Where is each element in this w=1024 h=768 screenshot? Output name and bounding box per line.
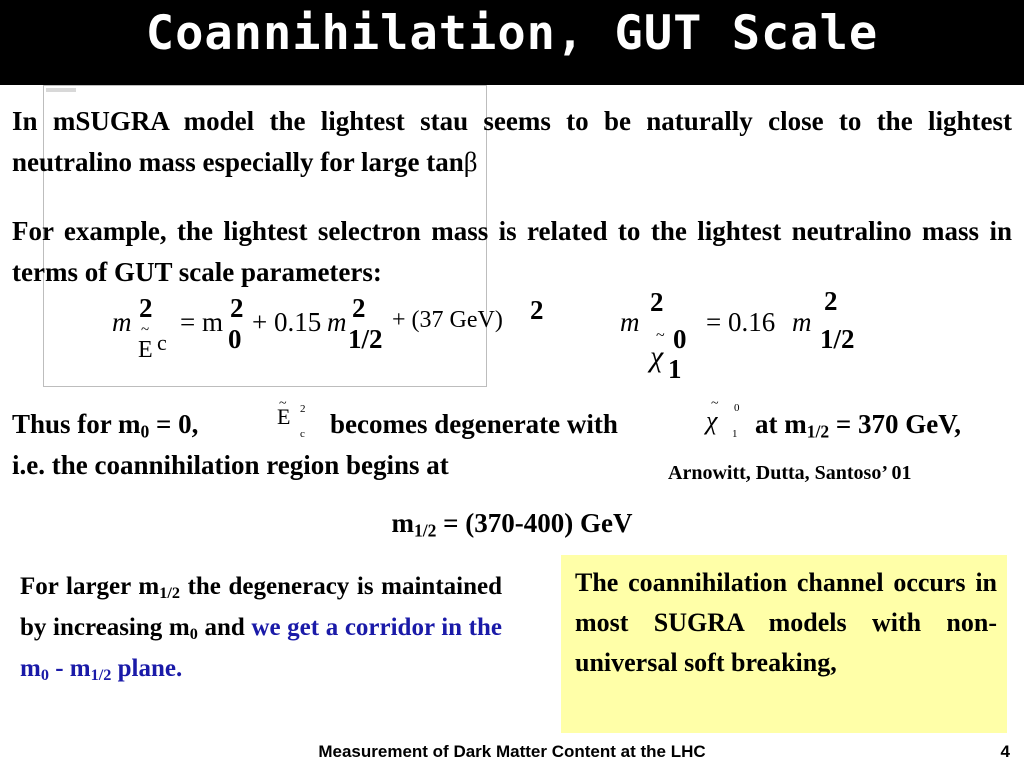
corridor-paragraph: For larger m1/2 the degeneracy is mainta… bbox=[20, 566, 502, 689]
inline-selectron-tilde: ~ bbox=[279, 396, 287, 411]
eq1-selectron-symbol: E bbox=[138, 337, 153, 363]
placeholder-marker bbox=[46, 88, 76, 92]
corridor-sub-2: 0 bbox=[189, 625, 198, 644]
eq2-coefficient: = 0.16 bbox=[706, 307, 776, 337]
eq1-equals-m: = m bbox=[180, 307, 223, 337]
inline-chi-sub: 1 bbox=[732, 428, 738, 440]
eq1-exponent-4: 2 bbox=[530, 295, 544, 325]
range-value: = (370-400) GeV bbox=[436, 508, 633, 538]
inline-selectron-sup: 2 bbox=[300, 403, 306, 415]
eq1-exponent-2: 2 bbox=[230, 293, 244, 323]
corridor-sub-3: 0 bbox=[40, 666, 49, 685]
title-bar bbox=[0, 0, 1024, 85]
page-number: 4 bbox=[1000, 742, 1010, 761]
thus-text-2: = 0, bbox=[149, 409, 199, 439]
eq2-sup-0: 0 bbox=[673, 324, 687, 354]
eq1-sub-c: c bbox=[157, 330, 167, 355]
inline-chi-sup: 0 bbox=[734, 402, 740, 414]
thus-text-1: Thus for m bbox=[12, 409, 141, 439]
corridor-text-2: the degeneracy is maintained by increasi… bbox=[20, 573, 502, 641]
slide-title: Coannihilation, GUT Scale bbox=[145, 6, 879, 61]
thus-text-4: at m bbox=[755, 409, 807, 439]
range-sub-half: 1/2 bbox=[414, 520, 437, 541]
eq1-exponent: 2 bbox=[139, 293, 153, 323]
inline-selectron-symbol: E bbox=[277, 404, 291, 429]
thus-sub-half: 1/2 bbox=[806, 421, 830, 442]
eq2-tilde: ~ bbox=[656, 327, 665, 344]
eq1-constant: + (37 GeV) bbox=[392, 307, 503, 333]
eq2-chi-symbol: χ bbox=[650, 340, 664, 373]
corridor-sub-4: 1/2 bbox=[90, 666, 112, 685]
eq2-sub-1: 1 bbox=[668, 354, 682, 384]
eq2-sub-half: 1/2 bbox=[820, 324, 855, 354]
eq1-m-half: m bbox=[327, 307, 347, 337]
thus-part-4: at m1/2 = 370 GeV, bbox=[755, 404, 961, 445]
slide-footer: Measurement of Dark Matter Content at th… bbox=[318, 742, 706, 761]
thus-text-5: = 370 GeV, bbox=[829, 409, 962, 439]
beta-symbol: β bbox=[463, 147, 478, 177]
thus-text-3: becomes degenerate with bbox=[330, 409, 618, 439]
eq1-exponent-3: 2 bbox=[352, 293, 366, 323]
eq1-coefficient: + 0.15 bbox=[252, 307, 322, 337]
inline-selectron-sub: c bbox=[300, 428, 305, 440]
eq1-tilde: ~ bbox=[141, 322, 150, 338]
inline-chi-tilde: ~ bbox=[711, 396, 719, 411]
corridor-emphasis-1: we get a corridor in the m bbox=[20, 614, 503, 682]
thus-sub-0: 0 bbox=[140, 421, 150, 442]
citation: Arnowitt, Dutta, Santoso’ 01 bbox=[668, 462, 912, 484]
corridor-sub-1: 1/2 bbox=[159, 584, 180, 603]
eq1-m: m bbox=[112, 307, 132, 337]
eq1-sub-half: 1/2 bbox=[348, 324, 383, 354]
inline-chi-symbol: χ bbox=[706, 406, 718, 435]
corridor-text-3: and bbox=[197, 614, 252, 641]
eq2-exponent-2: 2 bbox=[824, 286, 838, 316]
thus-part-1: Thus for m0 = 0, bbox=[12, 404, 198, 445]
mass-range: m1/2 = (370-400) GeV bbox=[0, 508, 1024, 539]
ie-line: i.e. the coannihilation region begins at bbox=[12, 450, 449, 480]
corridor-emphasis-3: plane. bbox=[111, 655, 183, 682]
placeholder-frame bbox=[43, 85, 487, 387]
highlight-box bbox=[561, 555, 1007, 733]
paragraph-intro-text: In mSUGRA model the lightest stau seems … bbox=[12, 106, 1012, 177]
corridor-emphasis-2: - m bbox=[48, 655, 91, 682]
paragraph-example: For example, the lightest selectron mass… bbox=[12, 216, 1012, 287]
range-m: m bbox=[391, 508, 415, 538]
corridor-text-1: For larger m bbox=[20, 573, 160, 600]
paragraph-intro: In mSUGRA model the lightest stau seems … bbox=[12, 101, 1012, 183]
highlight-text: The coannihilation channel occurs in mos… bbox=[575, 568, 997, 677]
eq2-m-half: m bbox=[792, 307, 812, 337]
eq2-m: m bbox=[620, 307, 640, 337]
eq2-exponent: 2 bbox=[650, 287, 664, 317]
eq1-sub-0: 0 bbox=[228, 324, 242, 354]
